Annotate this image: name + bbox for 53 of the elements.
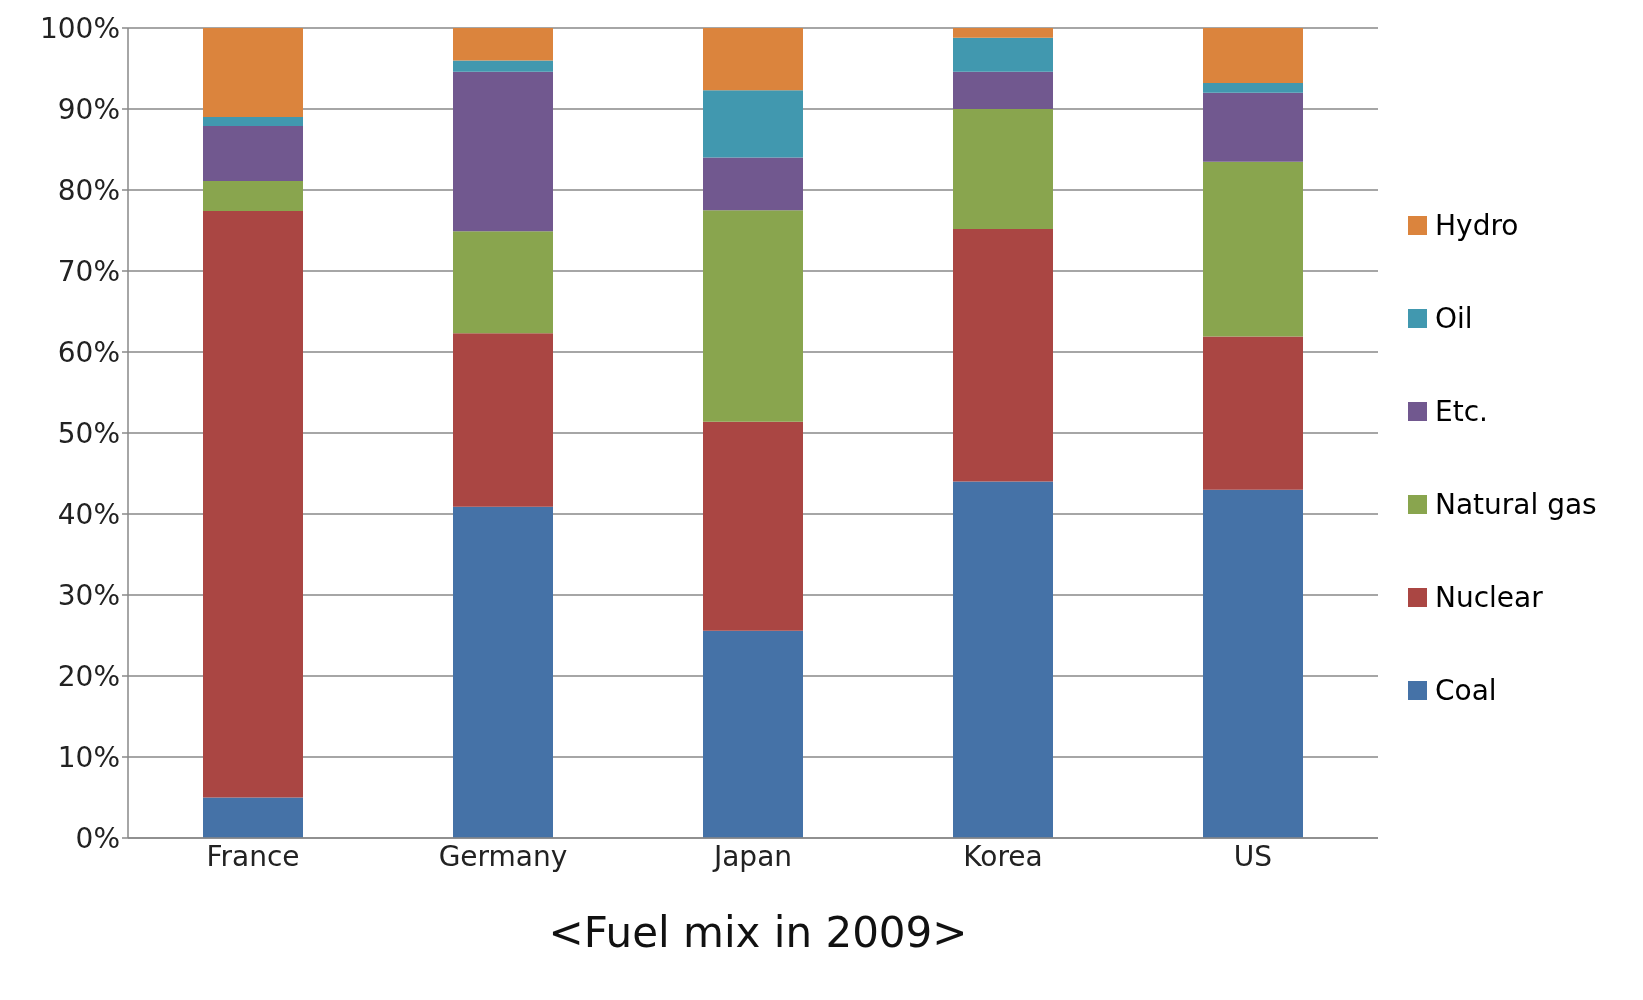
bar [1203,28,1303,84]
y-tick-label: 10% [57,740,120,774]
bar [703,28,803,91]
bar [1203,83,1303,93]
bar [953,228,1053,482]
y-tick-label: 0% [75,821,120,855]
text: <Fuel mix in 2009> [547,908,969,957]
bar [703,421,803,631]
bar [953,109,1053,229]
bar [203,211,303,798]
bar [453,60,553,72]
y-tick-label: 90% [57,92,120,126]
x-tick-label: Germany [438,839,568,873]
y-tick-label: 40% [57,497,120,531]
bar [453,506,553,838]
y-tick-label: 60% [57,335,120,369]
bar [453,71,553,232]
y-tick-label: 80% [57,173,120,207]
bar [453,231,553,334]
bar [1203,161,1303,337]
bar [703,630,803,838]
bar [453,333,553,507]
bar [203,28,303,118]
y-tick-label: 100% [39,11,120,45]
bar [203,117,303,127]
legend-label: Etc. [1435,395,1488,428]
x-tick-label: Korea [963,839,1043,873]
bar [953,481,1053,838]
x-tick-label: France [206,839,300,873]
y-tick-label: 50% [57,416,120,450]
bar [1203,489,1303,838]
x-tick-label: Japan [711,839,793,873]
bar [953,71,1053,109]
bar [703,157,803,211]
bar [703,90,803,158]
legend-label: Natural gas [1435,488,1597,521]
legend-label: Coal [1435,674,1497,707]
y-tick-label: 20% [57,659,120,693]
bar [953,37,1053,72]
bar [953,28,1053,38]
bar [1203,92,1303,162]
legend-label: Nuclear [1435,581,1543,614]
bar [203,126,303,182]
legend-label: Hydro [1435,209,1519,242]
y-tick-label: 30% [57,578,120,612]
bar [203,797,303,838]
legend-label: Oil [1435,302,1473,335]
bar [203,181,303,212]
x-tick-label: US [1233,839,1273,873]
y-tick-label: 70% [57,254,120,288]
bar [703,210,803,422]
bar [453,28,553,61]
bar [1203,336,1303,490]
